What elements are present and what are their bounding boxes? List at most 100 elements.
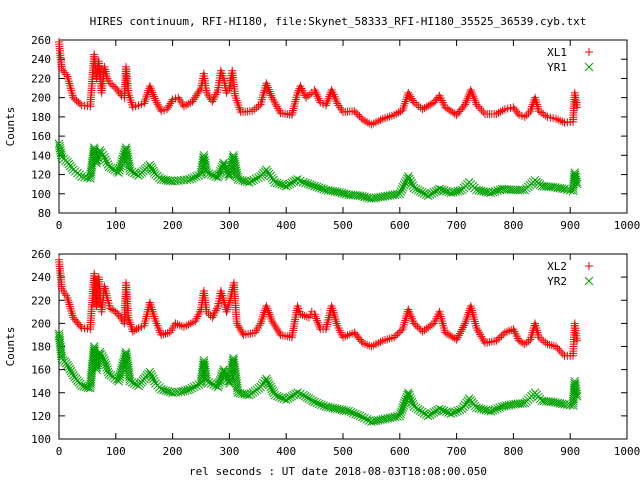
x-tick-label: 400 <box>276 219 296 232</box>
data-point-interp <box>470 315 479 324</box>
data-point <box>409 402 419 411</box>
data-point <box>145 82 154 91</box>
data-point-interp <box>511 185 521 195</box>
data-point-interp <box>265 87 274 96</box>
data-point-interp <box>220 160 230 170</box>
data-point-interp <box>408 96 417 105</box>
data-point-interp <box>407 397 417 407</box>
data-point <box>358 339 367 348</box>
data-point-interp <box>204 91 213 100</box>
data-point-interp <box>396 187 406 196</box>
data-point-interp <box>177 97 186 106</box>
data-point-interp <box>302 393 312 402</box>
data-point-interp <box>478 334 487 343</box>
data-point-interp <box>76 99 85 108</box>
data-point-interp <box>488 405 498 415</box>
data-point-interp <box>148 374 158 384</box>
data-point-interp <box>470 94 479 103</box>
data-point-interp <box>479 108 488 117</box>
data-point-interp <box>220 367 230 377</box>
data-point-interp <box>468 90 477 99</box>
data-point-interp <box>166 99 175 108</box>
data-point <box>287 110 296 119</box>
x-tick-label: 800 <box>503 445 523 458</box>
data-point-interp <box>363 118 372 127</box>
data-point-interp <box>264 85 273 94</box>
data-point-interp <box>422 102 431 111</box>
data-point-interp <box>456 327 465 336</box>
y-tick-label: 180 <box>31 341 51 354</box>
data-point <box>293 175 302 184</box>
x-tick-label: 200 <box>163 219 183 232</box>
data-point-interp <box>494 108 503 117</box>
data-point-interp <box>267 91 276 100</box>
data-point-interp <box>334 101 343 110</box>
data-point-interp <box>305 180 315 189</box>
data-point-interp <box>64 296 73 305</box>
data-point <box>403 172 413 181</box>
data-point-interp <box>187 174 197 183</box>
data-point-interp <box>266 382 275 392</box>
data-point-interp <box>337 105 346 114</box>
data-point <box>560 184 569 194</box>
series-XL1 <box>55 37 582 129</box>
data-point-interp <box>417 407 427 417</box>
data-point <box>261 374 271 384</box>
data-point-interp <box>495 333 504 342</box>
data-point-interp <box>381 336 390 345</box>
data-point-interp <box>149 92 158 101</box>
data-point-interp <box>477 332 486 341</box>
data-point <box>174 93 183 102</box>
x-tick-label: 100 <box>106 445 126 458</box>
data-point <box>157 330 166 339</box>
data-point-interp <box>474 102 483 111</box>
data-point <box>219 365 229 374</box>
y-tick-label: 100 <box>31 433 51 446</box>
data-point-interp <box>206 379 216 388</box>
data-point-interp <box>415 186 425 196</box>
data-point-interp <box>303 179 313 189</box>
data-point-interp <box>100 358 110 368</box>
x-tick-label: 600 <box>390 445 410 458</box>
data-point <box>472 100 481 109</box>
data-point <box>452 335 461 344</box>
data-point-interp <box>397 185 407 194</box>
data-point-interp <box>96 349 106 359</box>
data-point-interp <box>249 175 259 185</box>
data-point-interp <box>65 300 74 309</box>
data-point-interp <box>352 108 361 117</box>
data-point-interp <box>513 185 523 195</box>
x-tick-label: 1000 <box>614 445 640 458</box>
data-point-interp <box>161 329 170 338</box>
data-point <box>486 188 496 198</box>
data-point <box>171 319 180 328</box>
bottom-panel: 100 120 140 160 180 200 220 240 260 0 100 200 300 400… <box>4 248 640 458</box>
data-point-interp <box>236 325 245 334</box>
data-point-interp <box>66 302 75 311</box>
data-point <box>395 189 405 199</box>
data-point <box>202 376 212 386</box>
x-axis-label: rel seconds : UT date 2018-08-03T18:08:0… <box>189 465 487 478</box>
y-tick-label: 120 <box>31 169 51 182</box>
data-point <box>457 404 467 414</box>
data-point-interp <box>503 327 512 336</box>
data-point-interp <box>313 316 322 325</box>
data-point <box>390 110 399 119</box>
data-point-interp <box>400 318 409 327</box>
data-point-interp <box>98 150 108 160</box>
data-point <box>509 185 518 195</box>
data-point-interp <box>101 155 110 165</box>
data-point-interp <box>204 377 214 387</box>
y-tick-label: 120 <box>31 410 51 423</box>
data-point-interp <box>545 340 554 349</box>
data-point-interp <box>206 170 216 179</box>
data-point <box>302 93 311 102</box>
data-point-interp <box>146 369 156 379</box>
data-point <box>77 172 87 181</box>
data-point-interp <box>558 117 567 126</box>
x-tick-label: 200 <box>163 445 183 458</box>
data-point-interp <box>405 174 414 184</box>
data-point-interp <box>360 413 369 423</box>
data-point-interp <box>153 100 162 109</box>
data-point-interp <box>266 89 275 98</box>
